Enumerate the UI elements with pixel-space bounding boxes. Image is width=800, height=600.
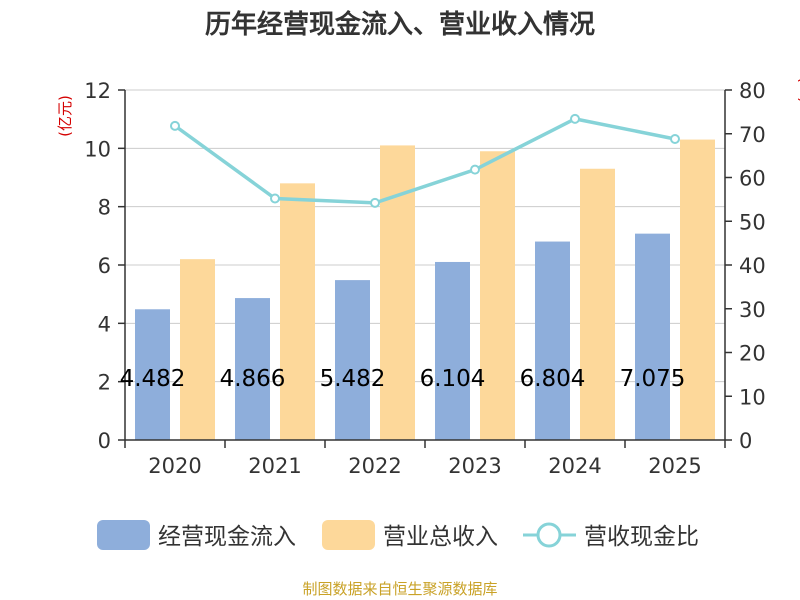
source-note: 制图数据来自恒生聚源数据库 [302,580,498,598]
right-axis-unit: (%) [796,77,800,103]
bars [135,139,715,441]
x-axis-tick-label: 2021 [248,454,301,478]
ratio-point [670,134,680,144]
cash-inflow-data-label: 5.482 [320,366,386,392]
ratio-line [170,113,680,208]
cash-inflow-bar [635,233,670,440]
right-axis-tick-label: 70 [739,123,766,147]
right-axis-tick-label: 40 [739,254,766,278]
left-axis-tick-label: 6 [98,254,111,278]
revenue-bar [480,151,515,440]
axes: 0 2 4 6 8 10 12 0 10 20 30 40 50 60 70 80 (亿元) (%) 2020 202… [56,77,800,478]
cash-inflow-data-label: 4.866 [220,366,286,392]
data-labels: 4.482 4.866 5.482 6.104 6.804 7.075 [120,366,686,392]
right-axis-tick-label: 60 [739,167,766,191]
left-axis-tick-label: 8 [98,196,111,220]
ratio-point [270,193,280,204]
right-axis-tick-label: 10 [739,385,766,409]
legend-label-cash-inflow: 经营现金流入 [158,524,296,550]
cash-inflow-data-label: 6.804 [520,366,586,392]
legend: 经营现金流入 营业总收入 营收现金比 [97,520,699,550]
cash-inflow-data-label: 6.104 [420,366,486,392]
cash-inflow-bar [235,298,270,440]
legend-swatch-revenue [322,520,375,550]
legend-swatch-ratio-marker [536,522,562,548]
left-axis-tick-label: 2 [98,371,111,395]
right-axis-tick-label: 80 [739,79,766,103]
left-axis-tick-label: 12 [84,79,111,103]
x-axis-tick-label: 2022 [348,454,401,478]
left-axis-tick-label: 10 [84,137,111,161]
ratio-point [470,164,480,175]
gridlines [125,89,725,383]
ratio-point [370,197,380,208]
left-axis-tick-label: 0 [98,429,111,453]
x-axis-tick-label: 2025 [648,454,701,478]
x-axis-tick-label: 2023 [448,454,501,478]
ratio-point [170,120,180,131]
left-axis-tick-label: 4 [98,312,111,336]
left-axis-unit: (亿元) [56,95,74,137]
ratio-line-path [173,117,676,205]
cash-inflow-data-label: 7.075 [620,366,686,392]
right-axis-tick-label: 50 [739,210,766,234]
legend-label-ratio: 营收现金比 [584,524,699,550]
revenue-bar [680,139,715,441]
cash-inflow-bar [535,241,570,440]
x-axis-tick-label: 2024 [548,454,601,478]
right-axis-tick-label: 0 [739,429,752,453]
x-axis-tick-label: 2020 [148,454,201,478]
ratio-point [570,113,580,124]
chart-title: 历年经营现金流入、营业收入情况 [204,10,595,40]
right-axis-tick-label: 30 [739,298,766,322]
cash-inflow-bar [335,280,370,440]
revenue-bar [280,183,315,441]
cash-inflow-bar [435,261,470,440]
cash-inflow-bar [135,309,170,440]
legend-swatch-cash-inflow [97,520,150,550]
cash-inflow-data-label: 4.482 [120,366,186,392]
revenue-bar [580,168,615,440]
revenue-bar [180,259,215,440]
legend-label-revenue: 营业总收入 [383,524,498,550]
right-axis-tick-label: 20 [739,342,766,366]
